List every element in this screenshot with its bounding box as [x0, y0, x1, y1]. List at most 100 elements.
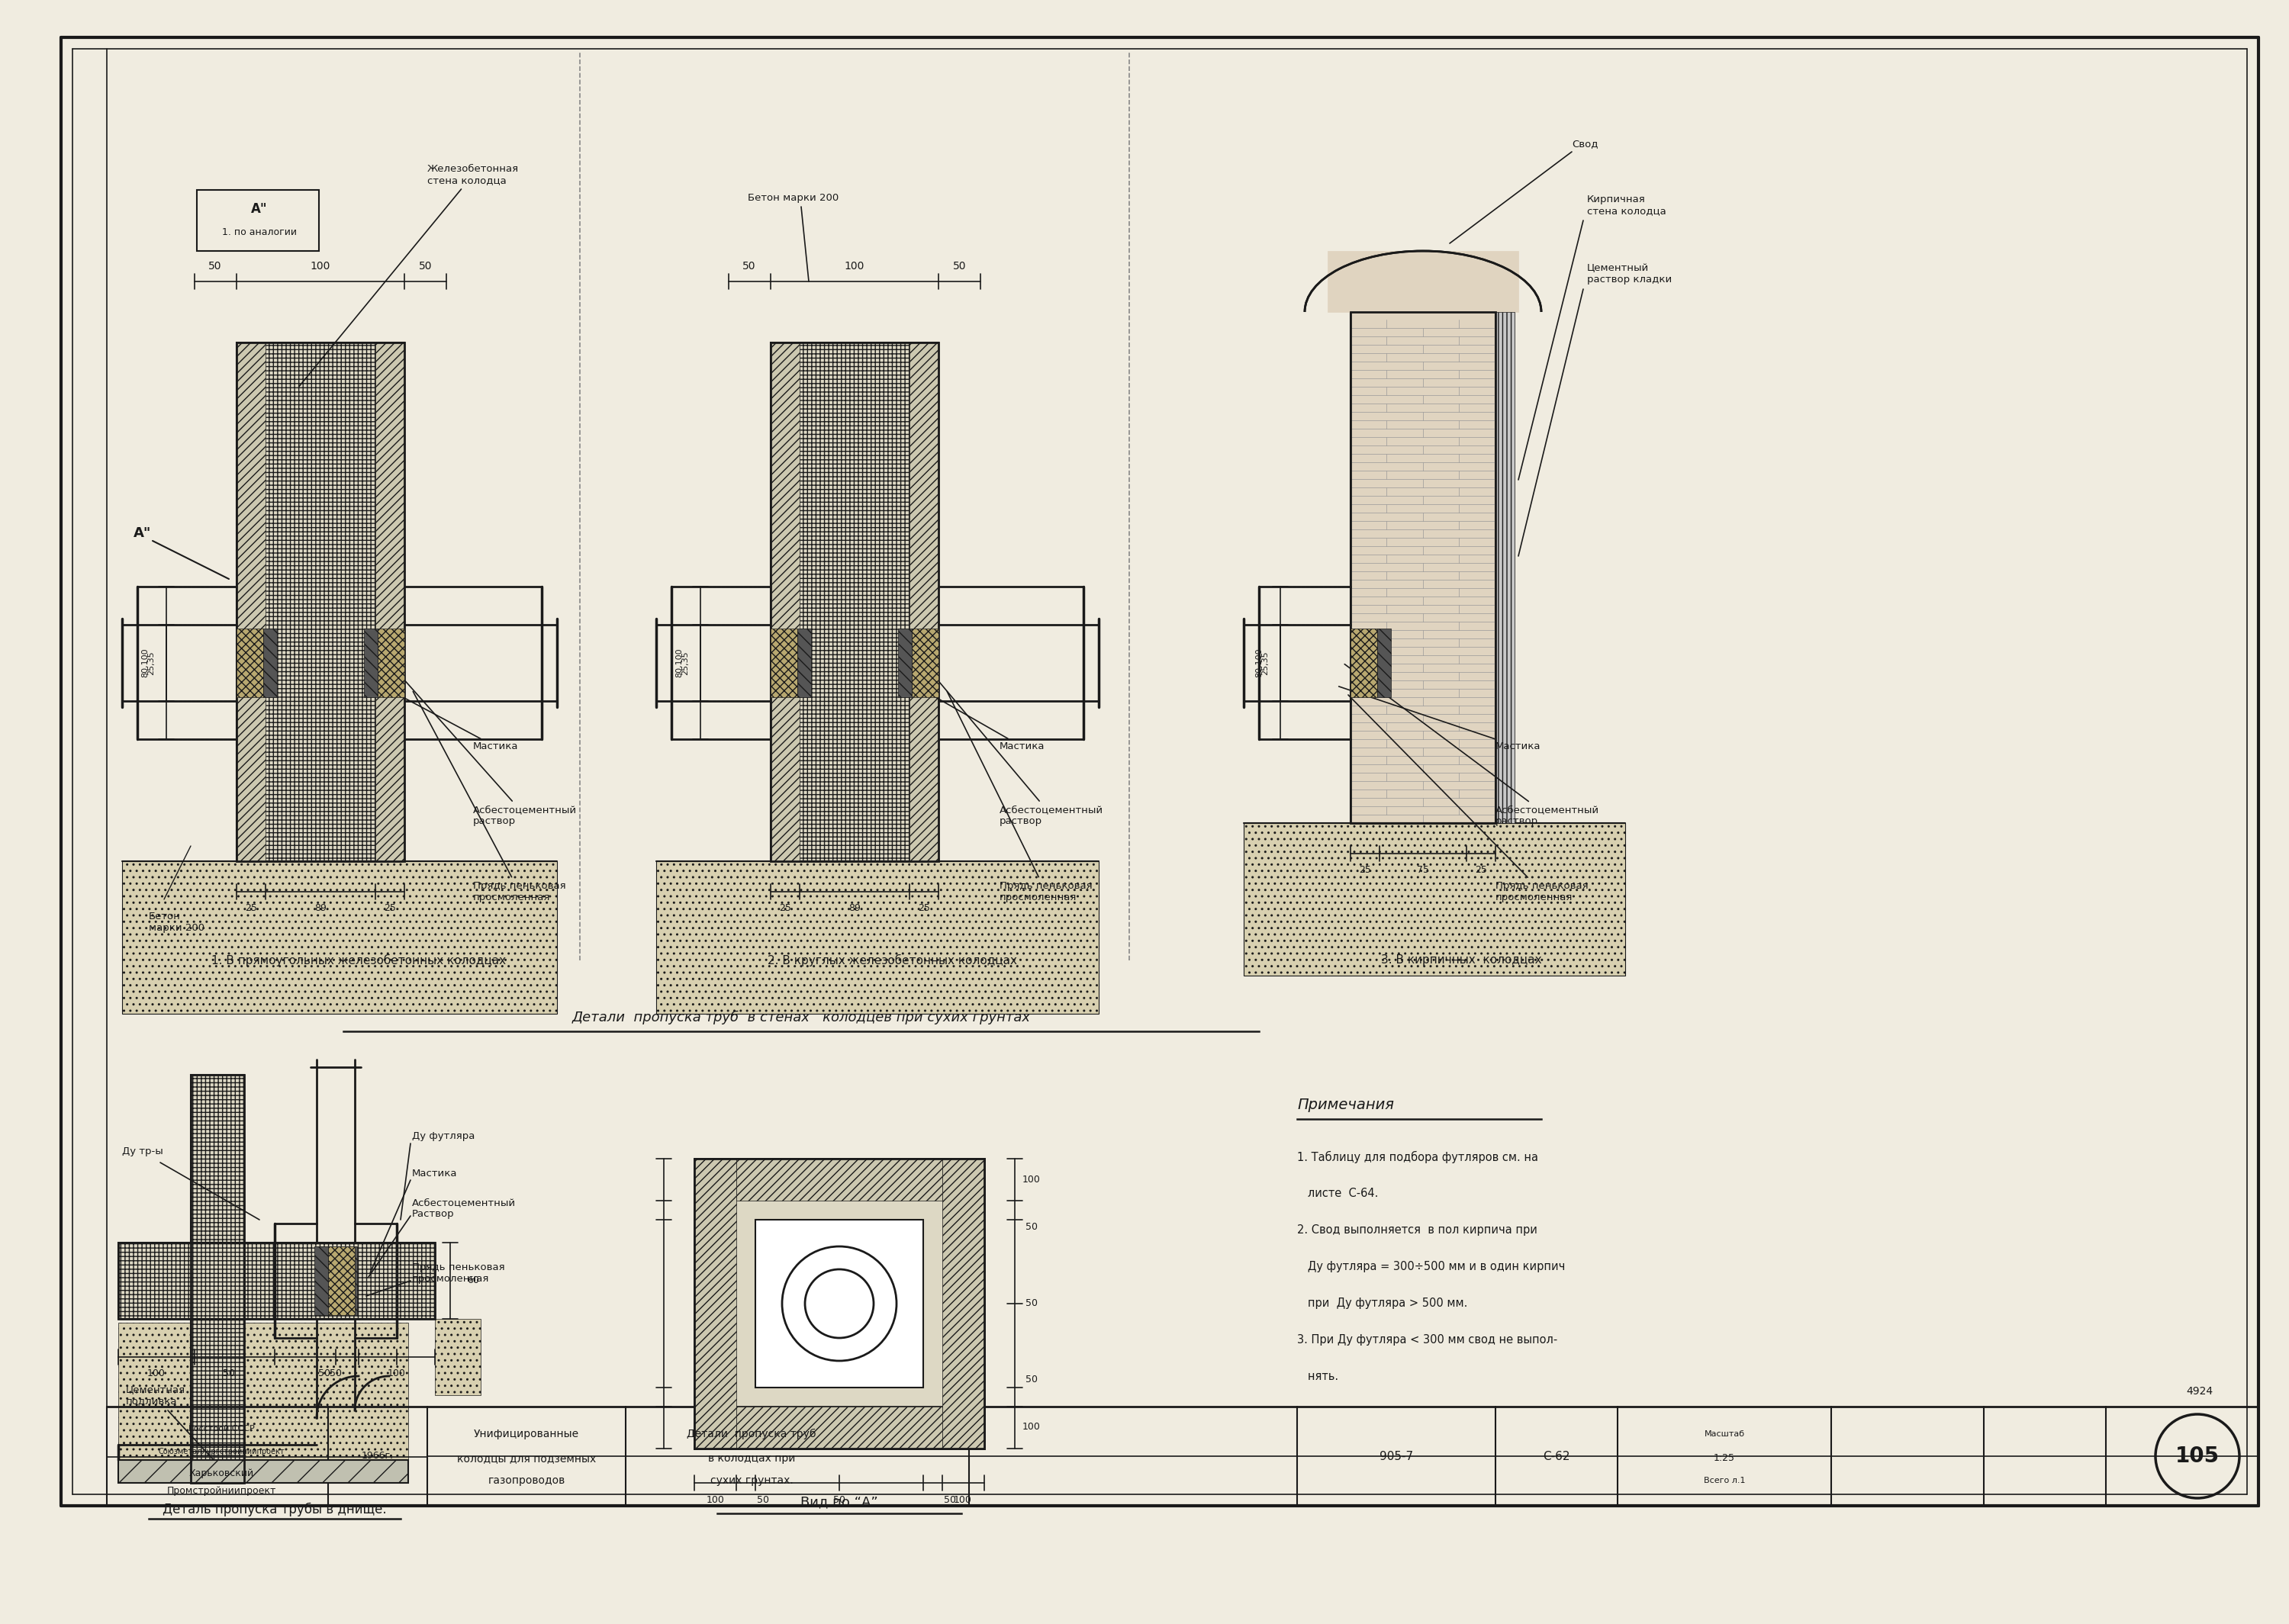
Text: Промстройниипроект: Промстройниипроект: [167, 1486, 277, 1496]
Text: 50: 50: [742, 261, 755, 271]
Bar: [1495, 312, 1515, 823]
Text: Цементный
раствор кладки: Цементный раствор кладки: [1586, 263, 1671, 284]
Text: 1. В прямоугольных железобетонных колодцах: 1. В прямоугольных железобетонных колодц…: [211, 955, 506, 966]
Bar: [797, 628, 810, 697]
Bar: [1351, 312, 1495, 823]
Bar: [771, 343, 799, 861]
Text: Бетон марки 200: Бетон марки 200: [749, 193, 838, 203]
Text: 50: 50: [318, 1369, 330, 1379]
Text: 105: 105: [2175, 1445, 2220, 1466]
Bar: [327, 1246, 355, 1315]
Bar: [897, 628, 911, 697]
Bar: [694, 1158, 984, 1449]
Text: 25,35: 25,35: [1261, 651, 1268, 676]
Text: Ду тр-ы: Ду тр-ы: [121, 1147, 163, 1156]
Text: Вид по “А”: Вид по “А”: [801, 1496, 879, 1509]
Bar: [190, 1075, 245, 1483]
Bar: [119, 1322, 407, 1483]
Text: в колодцах при: в колодцах при: [707, 1453, 794, 1463]
Text: газопроводов: газопроводов: [488, 1476, 565, 1486]
Text: 100: 100: [845, 261, 865, 271]
Text: Мастика: Мастика: [918, 687, 1044, 752]
Text: листе  С-64.: листе С-64.: [1298, 1187, 1378, 1199]
Bar: [737, 1406, 943, 1449]
Text: 75: 75: [1417, 866, 1428, 875]
Text: 3. В кирпичных  колодцах: 3. В кирпичных колодцах: [1380, 955, 1540, 966]
Text: 1966г.: 1966г.: [362, 1452, 394, 1462]
Text: Мастика: Мастика: [1339, 687, 1540, 752]
Text: 50: 50: [330, 1369, 341, 1379]
Text: Унифицированные: Унифицированные: [474, 1429, 579, 1440]
Text: Примечания: Примечания: [1298, 1098, 1394, 1112]
Text: 905-7: 905-7: [1380, 1450, 1412, 1462]
Bar: [236, 343, 405, 861]
Text: Железобетонная
стена колодца: Железобетонная стена колодца: [300, 164, 520, 387]
Text: Асбестоцементный
Раствор: Асбестоцементный Раствор: [412, 1197, 515, 1220]
Text: Цементная
подливка: Цементная подливка: [126, 1385, 185, 1406]
Circle shape: [806, 1270, 874, 1338]
Bar: [1351, 628, 1378, 697]
Bar: [236, 343, 405, 861]
Text: Детали  пропуска труб: Детали пропуска труб: [687, 1429, 817, 1440]
Bar: [911, 628, 938, 697]
Bar: [316, 1246, 343, 1315]
Bar: [1243, 823, 1625, 976]
Text: 50: 50: [222, 1369, 236, 1379]
Bar: [1328, 252, 1518, 312]
Text: 100: 100: [311, 261, 330, 271]
Text: 25: 25: [1360, 866, 1371, 875]
Bar: [236, 343, 266, 861]
Bar: [694, 1158, 737, 1449]
Text: 1. Таблицу для подбора футляров см. на: 1. Таблицу для подбора футляров см. на: [1298, 1151, 1538, 1163]
Text: Госстрой СССР: Госстрой СССР: [188, 1424, 254, 1432]
Text: 2. Свод выполняется  в пол кирпича при: 2. Свод выполняется в пол кирпича при: [1298, 1224, 1538, 1236]
Bar: [378, 628, 405, 697]
Text: 100: 100: [387, 1369, 405, 1379]
Text: Асбестоцементный
раствор: Асбестоцементный раствор: [391, 664, 577, 827]
Text: нять.: нять.: [1298, 1371, 1339, 1382]
Text: Прядь пеньковая
просмоленная: Прядь пеньковая просмоленная: [412, 1262, 506, 1285]
Text: Ду футляра = 300÷500 мм и в один кирпич: Ду футляра = 300÷500 мм и в один кирпич: [1298, 1260, 1566, 1272]
Text: 50: 50: [419, 261, 433, 271]
Text: 2. В круглых железобетонных колодцах: 2. В круглых железобетонных колодцах: [767, 955, 1016, 966]
Bar: [121, 861, 556, 1013]
Bar: [314, 1246, 327, 1315]
Bar: [755, 1220, 922, 1387]
Text: 1. по аналогии: 1. по аналогии: [222, 227, 298, 237]
Text: 100: 100: [146, 1369, 165, 1379]
Bar: [771, 343, 938, 861]
Text: сухих грунтах.: сухих грунтах.: [710, 1476, 792, 1486]
Bar: [236, 628, 263, 697]
Text: 50: 50: [1025, 1299, 1037, 1309]
Text: 1:25: 1:25: [1714, 1453, 1735, 1463]
Text: 100: 100: [955, 1494, 973, 1504]
Text: 50: 50: [833, 1494, 845, 1504]
Text: 4924: 4924: [2186, 1385, 2213, 1397]
Bar: [190, 1075, 245, 1483]
Text: Детали  пропуска труб  в стенах   колодцев при сухих грунтах: Детали пропуска труб в стенах колодцев п…: [572, 1010, 1030, 1025]
Text: А": А": [252, 201, 268, 216]
Text: 25: 25: [1474, 866, 1488, 875]
Text: Мастика: Мастика: [412, 1169, 458, 1179]
Text: при  Ду футляра > 500 мм.: при Ду футляра > 500 мм.: [1298, 1298, 1467, 1309]
Bar: [1378, 628, 1392, 697]
Text: 25: 25: [245, 903, 256, 913]
Text: Харьковский: Харьковский: [188, 1468, 254, 1478]
Bar: [771, 343, 938, 861]
Text: 100: 100: [707, 1494, 726, 1504]
Text: 50: 50: [943, 1494, 957, 1504]
Text: 25: 25: [385, 903, 396, 913]
Text: Свод: Свод: [1573, 140, 1598, 149]
Bar: [119, 1242, 435, 1319]
Bar: [694, 1158, 984, 1449]
Text: 80,100: 80,100: [142, 648, 149, 677]
Text: 25: 25: [778, 903, 792, 913]
Bar: [771, 628, 797, 697]
Bar: [1351, 312, 1495, 823]
Text: А": А": [133, 526, 151, 541]
Bar: [737, 1158, 943, 1200]
Text: 50: 50: [1025, 1376, 1037, 1385]
Text: 50: 50: [952, 261, 966, 271]
Text: Ду футляра: Ду футляра: [412, 1130, 474, 1140]
Text: 25,35: 25,35: [682, 651, 689, 676]
